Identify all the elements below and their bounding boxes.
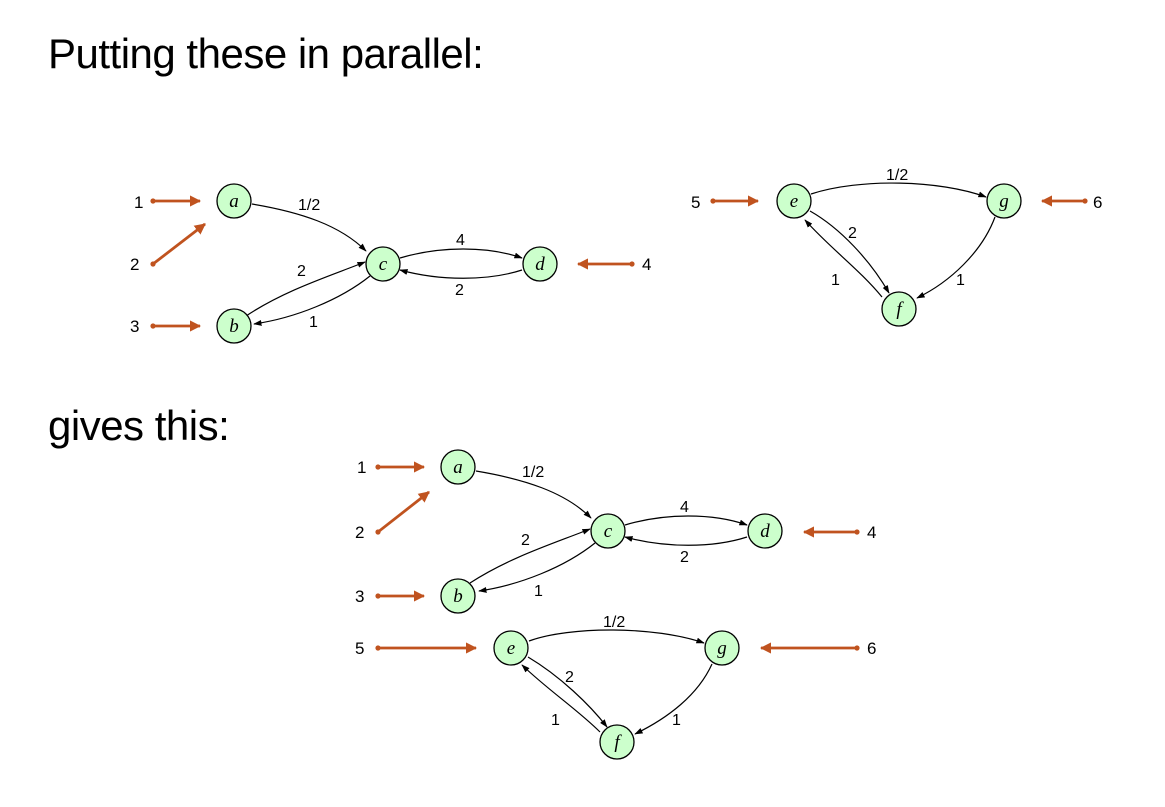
port-label-5: 5 [691,193,700,212]
edge-label-e-to-f: 2 [848,225,857,242]
combined-graph: 1/2 4 2 2 1 1 2 3 4 a b c [355,449,876,760]
node-label-f: f [896,299,904,320]
right-graph: 1/2 2 1 1 5 6 e g f [691,167,1102,327]
heading-gives-this: gives this: [48,402,230,449]
combined-edge-label-f-to-e: 1 [551,712,560,729]
combined-node-label-a: a [453,457,463,478]
edge-c-to-d [399,248,523,259]
combined-node-c: c [590,513,626,549]
port-arrow-2 [152,222,206,266]
combined-edge-label-a-to-c: 1/2 [522,464,544,481]
combined-port-label-2: 2 [355,523,364,542]
edge-e-to-f [809,210,890,294]
node-label-a: a [229,191,239,212]
combined-edge-d-to-c [624,536,748,546]
combined-port-label-6: 6 [867,639,876,658]
port-label-4: 4 [642,255,651,274]
combined-node-label-e: e [507,638,515,659]
combined-edge-a-to-c [475,470,592,519]
heading-putting-in-parallel: Putting these in parallel: [48,30,484,77]
edge-e-to-g [810,182,987,198]
edge-b-to-c [245,261,366,317]
port-label-3: 3 [130,317,139,336]
combined-port-label-4: 4 [867,523,876,542]
combined-node-a: a [440,449,476,485]
node-d: d [522,246,558,282]
node-e: e [776,183,812,219]
combined-node-label-c: c [604,521,613,542]
combined-edge-label-e-to-g: 1/2 [603,614,625,631]
node-b: b [216,308,252,344]
edge-label-c-to-d: 4 [456,232,465,249]
combined-port-label-5: 5 [355,639,364,658]
combined-node-g: g [704,630,740,666]
edge-a-to-c [251,203,367,252]
combined-edge-label-d-to-c: 2 [680,549,689,566]
combined-edge-e-to-g [528,629,705,644]
port-dot-6 [1082,198,1088,204]
combined-node-f: f [599,724,635,760]
combined-node-b: b [440,578,476,614]
combined-edge-e-to-f [527,656,608,728]
combined-port-label-3: 3 [355,587,364,606]
combined-port-label-1: 1 [357,458,366,477]
port-dot-1 [150,198,156,204]
combined-port-dot-1 [375,464,381,470]
edge-label-f-to-e: 1 [831,272,840,289]
combined-edge-c-to-b [478,542,596,593]
combined-port-dot-5 [375,645,381,651]
combined-port-dot-3 [375,593,381,599]
combined-edge-label-c-to-d: 4 [680,499,689,516]
node-g: g [986,183,1022,219]
node-label-c: c [379,254,388,275]
combined-node-label-b: b [453,586,463,607]
edge-d-to-c [399,269,523,279]
edge-label-a-to-c: 1/2 [298,197,320,214]
combined-edge-g-to-f [634,663,713,735]
edge-label-b-to-c: 2 [297,263,306,280]
combined-edge-label-c-to-b: 1 [534,583,543,600]
port-dot-5 [710,198,716,204]
node-c: c [365,246,401,282]
combined-node-label-d: d [760,521,770,542]
port-dot-2 [150,261,156,267]
node-f: f [881,291,917,327]
node-label-d: d [535,254,545,275]
edge-label-c-to-b: 1 [309,314,318,331]
edge-label-g-to-f: 1 [956,272,965,289]
combined-edge-f-to-e [521,664,601,733]
port-dot-3 [150,323,156,329]
port-label-1: 1 [134,193,143,212]
combined-edge-c-to-d [624,515,748,526]
port-label-6: 6 [1093,193,1102,212]
edge-f-to-e [804,219,883,298]
combined-port-dot-2 [375,529,381,535]
combined-edge-label-g-to-f: 1 [672,712,681,729]
left-graph: 1/2 4 2 2 1 1 2 3 4 a b c [130,183,651,344]
combined-node-label-g: g [717,638,727,659]
combined-edge-label-e-to-f: 2 [565,669,574,686]
combined-node-e: e [493,630,529,666]
node-a: a [216,183,252,219]
edge-label-d-to-c: 2 [455,282,464,299]
edge-c-to-b [253,275,371,326]
combined-port-dot-6 [854,645,860,651]
port-label-2: 2 [130,255,139,274]
node-label-b: b [229,316,239,337]
combined-edge-b-to-c [469,528,591,584]
node-label-e: e [790,191,798,212]
edge-g-to-f [916,216,996,299]
combined-node-d: d [747,513,783,549]
combined-node-label-f: f [614,732,622,753]
port-dot-4 [629,261,635,267]
combined-port-arrow-2 [377,490,430,534]
combined-port-dot-4 [854,529,860,535]
node-label-g: g [999,191,1009,212]
edge-label-e-to-g: 1/2 [886,167,908,184]
combined-edge-label-b-to-c: 2 [521,532,530,549]
